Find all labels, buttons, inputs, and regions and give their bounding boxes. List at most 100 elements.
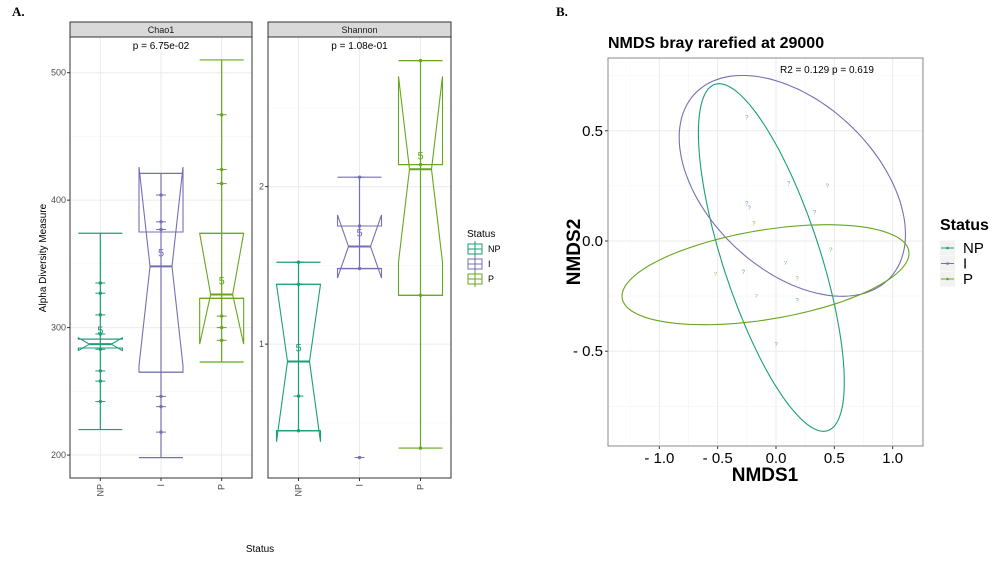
y-tick-label: 200 xyxy=(51,450,66,460)
point-I: ? xyxy=(745,116,749,122)
data-point xyxy=(219,314,224,318)
legend-key-point-icon xyxy=(946,277,949,281)
n-label: 5 xyxy=(219,275,225,287)
point-NP: ? xyxy=(745,202,749,208)
n-label: 5 xyxy=(417,150,423,162)
facet-strip-label: Shannon xyxy=(341,25,377,35)
panel-b-letter: B. xyxy=(556,4,568,19)
y-tick-label: - 0.5 xyxy=(573,343,603,360)
box-I: 5 xyxy=(138,166,184,459)
data-point xyxy=(98,313,103,317)
y-tick-label: 300 xyxy=(51,323,66,333)
y-tick-label: 500 xyxy=(51,68,66,78)
box-P: 5 xyxy=(199,59,245,363)
box-NP: 5 xyxy=(275,260,322,442)
point-I: ? xyxy=(747,206,751,212)
data-point xyxy=(98,281,103,285)
data-point xyxy=(98,379,103,383)
legend-item-NP: NP xyxy=(940,240,984,257)
point-P: ? xyxy=(795,276,799,282)
x-axis-title: Status xyxy=(246,544,274,555)
data-point xyxy=(296,282,301,286)
legend-label: I xyxy=(488,259,491,269)
panel-a-letter: A. xyxy=(12,4,25,19)
point-NP: ? xyxy=(787,182,791,188)
data-point xyxy=(219,325,224,330)
panel-border xyxy=(69,36,253,479)
data-point xyxy=(418,293,423,297)
data-point xyxy=(159,394,163,399)
x-tick-label: NP xyxy=(95,484,105,497)
alpha-diversity-panel: Chao1 200 300 400 500 p = 6.75e-02 5 NP 5 I 5 P Shan… xyxy=(51,21,452,497)
data-point xyxy=(98,399,103,404)
data-point xyxy=(296,429,301,433)
legend-item-P: P xyxy=(940,271,973,288)
data-point xyxy=(357,455,362,460)
panel-border xyxy=(607,57,924,447)
x-tick-label: 0.5 xyxy=(824,450,845,467)
n-label: 5 xyxy=(356,227,362,239)
facet-strip-label: Chao1 xyxy=(148,25,175,35)
data-point xyxy=(418,162,423,167)
x-tick-label: I xyxy=(355,484,365,487)
legend-title: Status xyxy=(467,229,495,240)
ellipse-P xyxy=(621,224,910,326)
x-tick-label: P xyxy=(416,484,426,490)
x-tick-label: - 1.0 xyxy=(644,450,674,467)
ellipse-I xyxy=(678,74,907,297)
legend-key-point-icon xyxy=(946,246,949,250)
point-I: ? xyxy=(774,343,778,349)
y-tick-label: 0.0 xyxy=(582,233,603,250)
box-NP: 5 xyxy=(77,232,123,431)
data-point xyxy=(418,446,423,450)
data-point xyxy=(357,224,362,228)
n-label: 5 xyxy=(97,325,103,337)
box-P: 5 xyxy=(397,58,444,450)
x-tick-label: 1.0 xyxy=(882,450,903,467)
point-I: ? xyxy=(826,184,830,190)
data-point xyxy=(296,394,301,398)
y-tick-label: 1 xyxy=(259,339,264,349)
legend-label: NP xyxy=(963,240,984,257)
nmds-panel: - 1.0 - 0.5 0.0 0.5 1.0 - 0.5 0.0 0.5??????????… xyxy=(573,57,924,467)
plot-background xyxy=(608,58,923,446)
data-point xyxy=(159,430,163,434)
x-tick-label: P xyxy=(217,484,227,490)
data-point xyxy=(357,175,362,179)
n-label: 5 xyxy=(295,342,301,354)
point-P: ? xyxy=(754,294,758,300)
facet-shannon: Shannon 1 2 p = 1.08e-01 5 NP 5 I 5 P xyxy=(259,21,452,497)
legend-item-I: I xyxy=(940,256,967,273)
panel-border xyxy=(267,36,452,479)
x-axis-title-nmds1: NMDS1 xyxy=(732,465,799,486)
y-tick-label: 400 xyxy=(51,195,66,205)
data-point xyxy=(219,113,224,117)
legend-label: P xyxy=(488,274,494,284)
y-axis-title-nmds2: NMDS2 xyxy=(564,219,585,286)
legend-a: Status NP IP xyxy=(467,229,501,287)
x-tick-label: - 0.5 xyxy=(703,450,733,467)
data-point xyxy=(357,266,362,271)
y-axis-title: Alpha Diversity Measure xyxy=(38,203,49,312)
box-I: 5 xyxy=(336,175,383,460)
chart-title: NMDS bray rarefied at 29000 xyxy=(608,35,824,52)
point-I: ? xyxy=(813,210,817,216)
ellipse-NP xyxy=(697,83,845,432)
legend-label: P xyxy=(963,271,973,288)
point-P: ? xyxy=(752,221,756,227)
legend-item-NP: NP xyxy=(467,241,501,257)
data-point xyxy=(159,220,163,224)
data-point xyxy=(418,58,423,63)
data-point xyxy=(296,260,301,264)
p-value-annotation: p = 6.75e-02 xyxy=(133,41,190,52)
point-P: ? xyxy=(714,272,718,278)
data-point xyxy=(219,181,224,186)
point-NP: ? xyxy=(795,299,799,305)
legend-label: I xyxy=(963,256,967,273)
legend-item-P: P xyxy=(467,271,494,287)
legend-title: Status xyxy=(940,217,989,234)
x-tick-label: 0.0 xyxy=(766,450,787,467)
p-value-annotation: p = 1.08e-01 xyxy=(331,41,388,52)
